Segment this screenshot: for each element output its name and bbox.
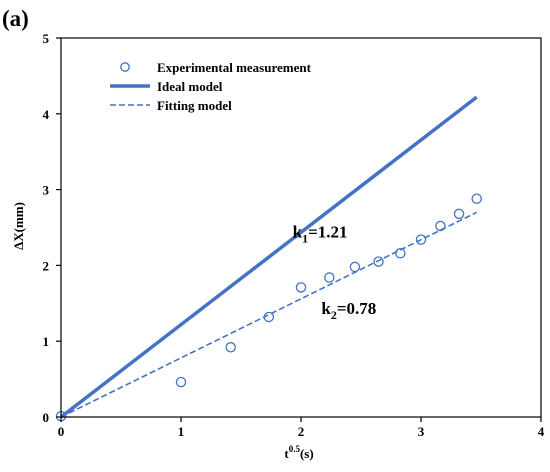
x-axis-label-base: t: [284, 446, 289, 461]
slope-annotation-symbol: k: [293, 222, 303, 241]
legend-label: Experimental measurement: [157, 60, 312, 75]
panel-label: (a): [2, 6, 29, 31]
legend: Experimental measurement Ideal model Fitti…: [110, 60, 312, 113]
legend-label: Fitting model: [157, 98, 232, 113]
data-point: [395, 248, 406, 259]
x-tick-label: 1: [178, 424, 185, 439]
legend-marker-circle: [120, 62, 130, 72]
ideal-model-line: [59, 95, 478, 419]
y-tick-label: 5: [43, 31, 50, 46]
slope-annotation: k1=1.21: [293, 222, 348, 245]
y-tick-label: 4: [43, 107, 50, 122]
x-axis-label-unit: (s): [300, 446, 314, 461]
slope-annotation-value: =1.21: [308, 222, 347, 241]
data-point: [324, 272, 335, 283]
slope-annotation-symbol: k: [321, 299, 331, 318]
x-tick-label: 2: [298, 424, 305, 439]
x-axis-label: t0.5(s): [284, 444, 313, 461]
x-tick-label: 4: [538, 424, 545, 439]
x-tick-label: 3: [418, 424, 425, 439]
fitting-model-line: [60, 211, 478, 418]
x-axis-label-superscript: 0.5: [289, 444, 301, 454]
slope-annotation: k2=0.78: [321, 299, 376, 322]
data-point: [225, 342, 236, 353]
y-tick-label: 2: [43, 258, 50, 273]
legend-label: Ideal model: [157, 79, 223, 94]
y-tick-label: 3: [43, 183, 50, 198]
data-point: [453, 208, 465, 220]
plot-area: [55, 95, 482, 422]
slope-annotation-subscript: 1: [302, 231, 308, 245]
y-tick-label: 0: [43, 410, 50, 425]
data-point: [175, 376, 187, 388]
data-point: [471, 193, 482, 204]
data-point: [349, 261, 361, 273]
data-point: [295, 282, 307, 293]
slope-annotation-value: =0.78: [337, 299, 376, 318]
axes: 0 1 2 3 4 0 1 2 3 4 5: [43, 31, 545, 439]
y-tick-label: 1: [43, 334, 50, 349]
slope-annotation-subscript: 2: [331, 308, 337, 322]
x-tick-label: 0: [58, 424, 65, 439]
y-axis-label: ΔX(mm): [11, 202, 26, 250]
data-point: [373, 256, 384, 267]
